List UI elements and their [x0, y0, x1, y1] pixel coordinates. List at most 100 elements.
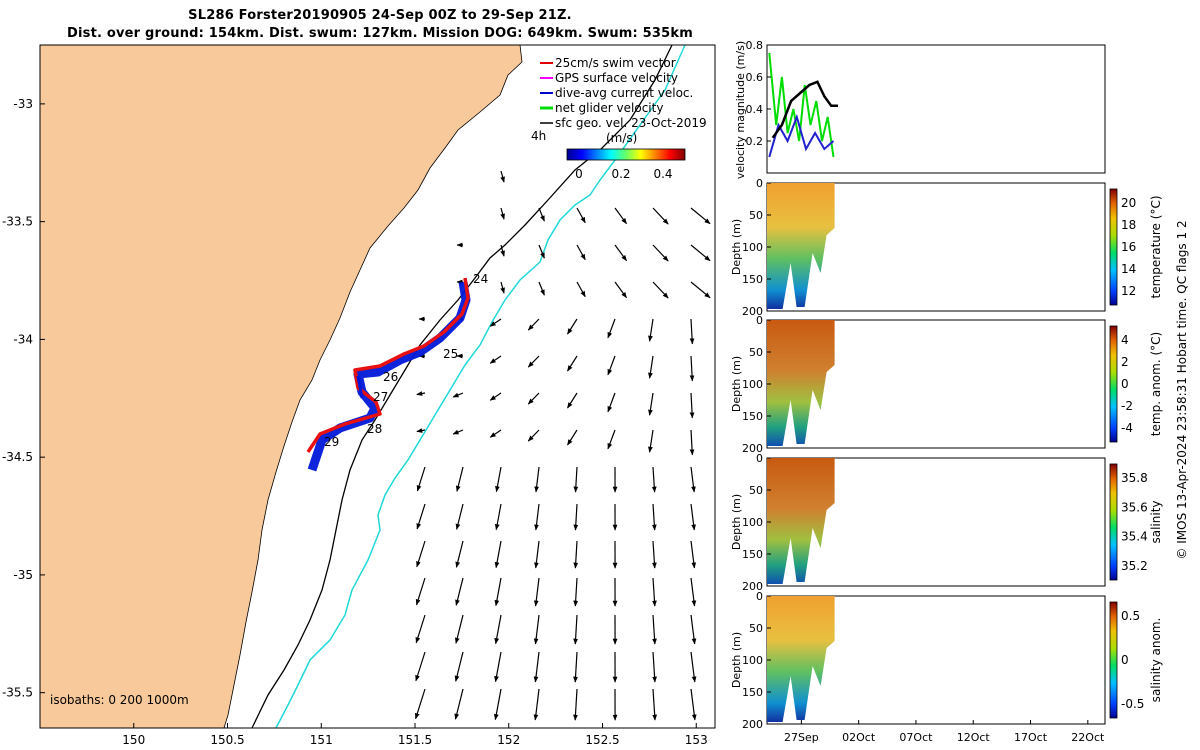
map-x-tick-4: 152: [497, 733, 520, 747]
map-y-tick-2: -34: [13, 332, 33, 346]
depth-tick-0-0: 0: [756, 177, 763, 190]
legend-gps-velocity: GPS surface velocity: [555, 71, 678, 85]
colorbar-tick-temperature-3: 14: [1121, 262, 1136, 276]
colorbar-temperature: [1109, 188, 1118, 306]
day-label-26: 26: [383, 370, 398, 384]
colorbar-temp_anom: [1109, 325, 1118, 443]
colorbar-unit: (m/s): [606, 131, 637, 145]
map-x-tick-0: 150: [122, 733, 145, 747]
date-axis-ticks: 27Sep 02Oct 07Oct 12Oct 17Oct 22Oct: [784, 720, 1105, 744]
map-x-tick-5: 152.5: [585, 733, 619, 747]
section-temp_anom: 0 50 100 150 200 Depth (m) 4 2 0 -2 -4 temp. anom. …: [730, 314, 1163, 455]
depth-tick-1-2: 100: [742, 378, 763, 391]
map-y-tick-3: -34.5: [2, 450, 33, 464]
colorbar-salinity: [1109, 463, 1118, 581]
colorbar-tick-temperature-1: 18: [1121, 218, 1136, 232]
depth-label-2: Depth (m): [730, 494, 743, 550]
legend-time-label: 4h: [531, 129, 546, 143]
land-area: [39, 44, 523, 729]
day-label-24: 24: [473, 272, 488, 286]
date-tick-1: 02Oct: [842, 731, 876, 744]
day-label-25: 25: [443, 347, 458, 361]
legend-net-glider: net glider velocity: [555, 101, 663, 115]
date-tick-0: 27Sep: [784, 731, 819, 744]
depth-label-0: Depth (m): [730, 219, 743, 275]
map-panel: 24 25 26 27 28 29 150 150.5 151 151.5 152 152.5 153…: [2, 44, 716, 747]
colorbar-tick-sal_anom-2: -0.5: [1121, 697, 1144, 711]
colorbar-tick-temp_anom-4: -4: [1121, 421, 1133, 435]
colorbar-tick-04: 0.4: [653, 167, 672, 181]
section-field-temperature: [767, 183, 835, 309]
map-y-tick-5: -35.5: [2, 686, 33, 700]
chart-title-line1: SL286 Forster20190905 24-Sep 00Z to 29-S…: [188, 8, 572, 23]
depth-tick-0-2: 100: [742, 241, 763, 254]
colorbar-tick-temperature-0: 20: [1121, 196, 1136, 210]
depth-tick-2-0: 0: [756, 452, 763, 465]
track-day-labels: 24 25 26 27 28 29: [324, 272, 488, 449]
day-label-27: 27: [373, 390, 388, 404]
date-tick-5: 22Oct: [1071, 731, 1105, 744]
map-y-tick-1: -33.5: [2, 215, 33, 229]
depth-tick-0-4: 200: [742, 305, 763, 318]
colorbar-tick-0: 0: [575, 167, 583, 181]
colorbar-sal_anom: [1109, 601, 1118, 719]
depth-label-1: Depth (m): [730, 356, 743, 412]
legend-sfc-geo: sfc geo. vel. 23-Oct-2019: [555, 116, 707, 130]
date-tick-3: 12Oct: [957, 731, 991, 744]
colorbar-label-temp_anom: temp. anom. (°C): [1149, 332, 1163, 436]
isobaths-label: isobaths: 0 200 1000m: [50, 693, 189, 707]
velocity-y-ticks: 0.2 0.4 0.6 0.8: [746, 39, 771, 148]
geostrophic-vector-field: [414, 170, 711, 721]
colorbar-tick-salinity-3: 35.2: [1121, 559, 1148, 573]
isobath-1000m: [275, 44, 686, 729]
depth-tick-0-3: 150: [742, 273, 763, 286]
section-field-sal_anom: [767, 596, 835, 722]
depth-tick-3-1: 50: [749, 622, 763, 635]
velocity-ylabel: velocity magnitude (m/s): [734, 41, 747, 179]
isobath-200m: [251, 44, 673, 729]
colorbar-label-temperature: temperature (°C): [1149, 196, 1163, 299]
map-x-tick-2: 151: [310, 733, 333, 747]
colorbar-tick-sal_anom-0: 0.5: [1121, 609, 1140, 623]
depth-tick-1-1: 50: [749, 346, 763, 359]
map-legend: 25cm/s swim vector GPS surface velocity …: [531, 56, 707, 181]
day-label-29: 29: [324, 435, 339, 449]
legend-swim-vector: 25cm/s swim vector: [555, 56, 676, 70]
section-salinity: 0 50 100 150 200 Depth (m) 35.8 35.6 35.4 35.2 sal…: [730, 452, 1163, 593]
map-x-tick-1: 150.5: [210, 733, 244, 747]
glider-track: [306, 277, 471, 472]
section-field-salinity: [767, 458, 835, 584]
depth-tick-3-4: 200: [742, 718, 763, 731]
depth-tick-2-4: 200: [742, 580, 763, 593]
depth-tick-2-3: 150: [742, 548, 763, 561]
depth-tick-1-0: 0: [756, 314, 763, 327]
footer-credit: © IMOS 13-Apr-2024 23:58:31 Hobart time.…: [1175, 220, 1189, 559]
colorbar-label-sal_anom: salinity anom.: [1149, 618, 1163, 703]
colorbar-tick-sal_anom-1: 0: [1121, 653, 1129, 667]
colorbar-tick-temp_anom-1: 2: [1121, 355, 1129, 369]
colorbar-tick-temperature-2: 16: [1121, 240, 1136, 254]
chart-title-line2: Dist. over ground: 154km. Dist. swum: 12…: [66, 26, 694, 41]
section-temperature: 0 50 100 150 200 Depth (m) 20 18 16 14 12 temperatu…: [730, 177, 1163, 318]
depth-tick-1-4: 200: [742, 442, 763, 455]
speed-colorbar: [566, 148, 686, 161]
map-y-tick-4: -35: [13, 568, 33, 582]
depth-tick-1-3: 150: [742, 410, 763, 423]
colorbar-tick-salinity-2: 35.4: [1121, 530, 1148, 544]
map-x-tick-3: 151.5: [398, 733, 432, 747]
colorbar-tick-temp_anom-2: 0: [1121, 377, 1129, 391]
depth-tick-3-0: 0: [756, 590, 763, 603]
depth-tick-3-2: 100: [742, 654, 763, 667]
velocity-y-tick-3: 0.8: [746, 39, 764, 52]
colorbar-tick-salinity-1: 35.6: [1121, 500, 1148, 514]
depth-tick-3-3: 150: [742, 686, 763, 699]
colorbar-tick-salinity-0: 35.8: [1121, 471, 1148, 485]
section-sal_anom: 0 50 100 150 200 Depth (m) 0.5 0 -0.5 salinity an…: [730, 590, 1163, 731]
velocity-y-tick-2: 0.6: [746, 71, 764, 84]
legend-dive-avg: dive-avg current veloc.: [555, 86, 693, 100]
map-x-ticks: 150 150.5 151 151.5 152 152.5 153: [122, 723, 708, 747]
date-tick-2: 07Oct: [899, 731, 933, 744]
velocity-panel: 0.2 0.4 0.6 0.8 velocity magnitude (m/s): [734, 39, 1106, 179]
colorbar-tick-temp_anom-3: -2: [1121, 399, 1133, 413]
